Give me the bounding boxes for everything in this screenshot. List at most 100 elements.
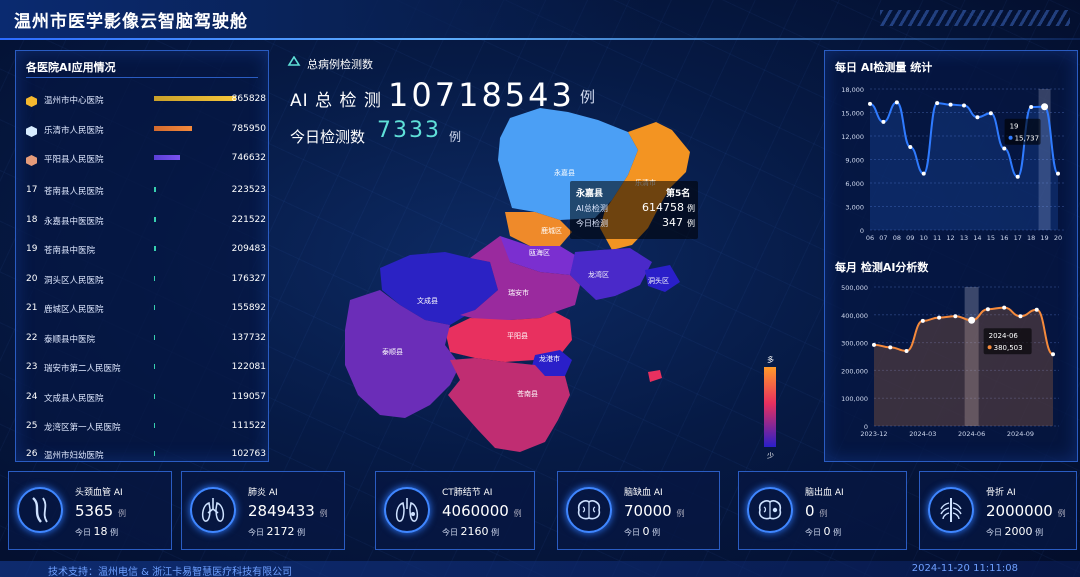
hospital-rank-row[interactable]: 22 泰顺县中医院 137732 xyxy=(26,333,266,345)
map-label: 平阳县 xyxy=(507,331,528,340)
hospital-ranking-panel: 各医院AI应用情况 温州市中心医院 865828 乐清市人民医院 785950 … xyxy=(15,50,269,462)
map-region-taishun[interactable] xyxy=(345,290,460,418)
brain-bleed-icon xyxy=(747,487,793,533)
x-tick-label: 2024-09 xyxy=(1007,430,1034,438)
gold-medal-icon xyxy=(26,96,37,107)
y-tick-label: 15,000 xyxy=(841,110,864,118)
map-region-ruian[interactable] xyxy=(460,236,580,320)
map-region-longwan[interactable] xyxy=(570,248,652,300)
map-region-lucheng[interactable] xyxy=(505,212,572,246)
today-unit: 例 xyxy=(449,130,462,144)
map-label: 泰顺县 xyxy=(382,347,403,356)
tooltip-value: 380,503 xyxy=(994,344,1023,352)
map-label: 洞头区 xyxy=(648,276,669,285)
map-label: 瑞安市 xyxy=(508,288,529,297)
daily-ai-chart[interactable]: 0 3,000 6,000 9,000 12,000 15,000 18,000 06 07 08… xyxy=(824,80,1078,250)
x-tick-label: 07 xyxy=(879,234,887,242)
pneumonia-ai-card[interactable]: 肺炎 AI 2849433 例 今日 2172 例 xyxy=(181,471,345,550)
hospital-rank-row[interactable]: 25 龙湾区第一人民医院 111522 xyxy=(26,421,266,433)
x-tick-label: 18 xyxy=(1027,234,1035,242)
map-label: 龙港市 xyxy=(539,354,560,363)
data-point xyxy=(894,100,899,105)
wenzhou-region-map[interactable]: 永嘉县 乐清市 鹿城区 瓯海区 龙湾区 洞头区 文成县 瑞安市 平阳县 泰顺县 … xyxy=(335,105,695,455)
x-tick-label: 2024-03 xyxy=(909,430,936,438)
hospital-rank-row[interactable]: 26 温州市妇幼医院 102763 xyxy=(26,449,266,461)
map-label: 龙湾区 xyxy=(588,270,609,279)
fracture-ai-card[interactable]: 骨折 AI 2000000 例 今日 2000 例 xyxy=(919,471,1077,550)
data-point xyxy=(1002,146,1007,151)
hospital-rank-row[interactable]: 18 永嘉县中医医院 221522 xyxy=(26,215,266,227)
hospital-ranking-title: 各医院AI应用情况 xyxy=(26,61,116,74)
data-point xyxy=(1041,103,1049,111)
monthly-chart-title: 每月 检测AI分析数 xyxy=(835,261,929,274)
neck-vessel-ai-card[interactable]: 头颈血管 AI 5365 例 今日 18 例 xyxy=(8,471,172,550)
tooltip-label: 19 xyxy=(1010,123,1019,131)
hospital-rank-row[interactable]: 21 鹿城区人民医院 155892 xyxy=(26,303,266,315)
tooltip-label: 2024-06 xyxy=(989,332,1019,340)
chart-tooltip xyxy=(1004,118,1041,145)
hospital-rank-row[interactable]: 23 瑞安市第二人民医院 122081 xyxy=(26,362,266,374)
x-tick-label: 20 xyxy=(1054,234,1062,242)
chart-tooltip xyxy=(983,328,1032,355)
y-tick-label: 400,000 xyxy=(841,312,868,320)
map-label: 苍南县 xyxy=(517,389,538,398)
data-point xyxy=(935,101,940,106)
ai-total-label: AI 总 检 测 xyxy=(290,91,382,111)
hospital-rank-row[interactable]: 温州市中心医院 865828 xyxy=(26,89,266,118)
map-region-longgang[interactable] xyxy=(532,350,572,376)
total-cases-section-title: 总病例检测数 xyxy=(307,58,373,71)
map-region-wencheng[interactable] xyxy=(380,252,498,325)
y-tick-label: 6,000 xyxy=(845,180,864,188)
hospital-rank-row[interactable]: 19 苍南县中医院 209483 xyxy=(26,244,266,256)
y-tick-label: 12,000 xyxy=(841,133,864,141)
data-point xyxy=(1056,171,1060,176)
neck-vessel-icon xyxy=(17,487,63,533)
data-point xyxy=(985,307,990,312)
y-tick-label: 500,000 xyxy=(841,284,868,292)
hospital-rank-row[interactable]: 平阳县人民医院 746632 xyxy=(26,148,266,177)
legend-high-label: 多 xyxy=(767,356,774,364)
page-title: 温州市医学影像云智脑驾驶舱 xyxy=(14,12,248,32)
hospital-rank-row[interactable]: 24 文成县人民医院 119057 xyxy=(26,392,266,404)
clock: 2024-11-20 11:11:08 xyxy=(911,563,1018,574)
x-tick-label: 17 xyxy=(1014,234,1022,242)
map-label: 瓯海区 xyxy=(529,248,550,257)
map-island xyxy=(648,370,662,382)
legend-gradient-bar xyxy=(764,367,776,447)
y-tick-label: 9,000 xyxy=(845,157,864,165)
data-point xyxy=(872,342,876,347)
value-bar xyxy=(154,305,155,310)
brain-icon xyxy=(566,487,612,533)
map-label: 文成县 xyxy=(417,296,438,305)
map-label: 永嘉县 xyxy=(554,168,575,177)
brain-hemorrhage-ai-card[interactable]: 脑出血 AI 0 例 今日 0 例 xyxy=(738,471,907,550)
hospital-rank-row[interactable]: 20 洞头区人民医院 176327 xyxy=(26,274,266,286)
map-region-ouhai[interactable] xyxy=(498,236,575,275)
hospital-rank-row[interactable]: 乐清市人民医院 785950 xyxy=(26,119,266,148)
ct-lung-nodule-ai-card[interactable]: CT肺结节 AI 4060000 例 今日 2160 例 xyxy=(375,471,535,550)
today-label: 今日检测数 xyxy=(290,128,366,146)
data-point xyxy=(1015,174,1020,179)
x-tick-label: 2023-12 xyxy=(860,430,887,438)
map-region-dongtou[interactable] xyxy=(645,265,680,292)
bronze-medal-icon xyxy=(26,155,37,166)
hover-band xyxy=(1038,89,1051,230)
value-bar xyxy=(154,364,155,369)
data-point xyxy=(1051,352,1055,357)
x-tick-label: 14 xyxy=(973,234,981,242)
series-area xyxy=(874,307,1053,426)
hover-band xyxy=(964,287,979,426)
brain-ischemia-ai-card[interactable]: 脑缺血 AI 70000 例 今日 0 例 xyxy=(557,471,720,550)
map-region-pingyang[interactable] xyxy=(445,312,572,362)
hospital-rank-row[interactable]: 17 苍南县人民医院 223523 xyxy=(26,185,266,197)
data-point xyxy=(921,171,926,176)
data-point xyxy=(908,144,913,149)
data-point xyxy=(937,315,942,320)
monthly-ai-chart[interactable]: 0 100,000 200,000 300,000 400,000 500,000 2023… xyxy=(824,278,1078,444)
data-point xyxy=(868,101,872,106)
ai-total-unit: 例 xyxy=(580,88,596,106)
value-bar xyxy=(154,276,155,281)
map-region-cangnan[interactable] xyxy=(448,358,570,452)
value-bar xyxy=(154,394,155,399)
tooltip-marker xyxy=(987,345,992,350)
